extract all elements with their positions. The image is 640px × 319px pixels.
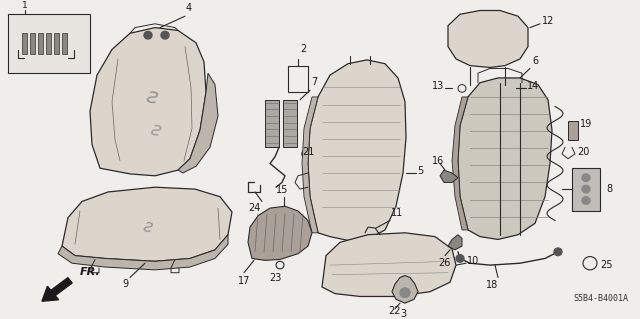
- Text: 6: 6: [532, 56, 538, 66]
- Text: 3: 3: [400, 309, 406, 319]
- Polygon shape: [30, 33, 35, 54]
- Text: 9: 9: [122, 279, 128, 289]
- Text: 18: 18: [486, 280, 498, 290]
- Polygon shape: [568, 121, 578, 140]
- Text: FR.: FR.: [80, 267, 100, 278]
- Text: 8: 8: [606, 184, 612, 194]
- Polygon shape: [90, 27, 206, 176]
- Text: 12: 12: [542, 16, 554, 26]
- Text: 16: 16: [432, 156, 444, 166]
- Polygon shape: [22, 33, 27, 54]
- Polygon shape: [448, 11, 528, 68]
- Text: 25: 25: [600, 260, 612, 270]
- Polygon shape: [452, 97, 468, 230]
- Circle shape: [400, 288, 410, 297]
- Polygon shape: [392, 276, 418, 303]
- Circle shape: [144, 31, 152, 39]
- Polygon shape: [62, 33, 67, 54]
- Polygon shape: [248, 206, 312, 260]
- Polygon shape: [302, 97, 318, 233]
- Text: 10: 10: [467, 256, 479, 266]
- Circle shape: [161, 31, 169, 39]
- Circle shape: [456, 255, 464, 262]
- Circle shape: [582, 185, 590, 193]
- Circle shape: [582, 197, 590, 204]
- Polygon shape: [308, 60, 406, 241]
- Polygon shape: [54, 33, 59, 54]
- Text: 26: 26: [438, 257, 451, 268]
- Bar: [8, 14, 90, 73]
- Polygon shape: [322, 233, 456, 296]
- Text: 20: 20: [577, 147, 589, 157]
- Text: 19: 19: [580, 119, 592, 129]
- Polygon shape: [178, 73, 218, 173]
- Polygon shape: [440, 170, 458, 182]
- Polygon shape: [38, 33, 43, 54]
- Text: ƨ: ƨ: [148, 120, 163, 141]
- FancyArrow shape: [42, 278, 72, 301]
- Text: S5B4-B4001A: S5B4-B4001A: [573, 294, 628, 303]
- Polygon shape: [62, 187, 232, 261]
- Text: 14: 14: [527, 81, 540, 92]
- Text: 23: 23: [269, 273, 281, 283]
- Text: ƨ: ƨ: [145, 86, 159, 108]
- Circle shape: [554, 248, 562, 256]
- Text: 7: 7: [311, 78, 317, 87]
- Circle shape: [302, 149, 312, 159]
- Polygon shape: [572, 168, 600, 211]
- Text: 21: 21: [302, 147, 314, 157]
- Text: ƨ: ƨ: [142, 218, 154, 237]
- Text: 1: 1: [22, 1, 28, 10]
- Text: 13: 13: [432, 81, 444, 92]
- Circle shape: [582, 174, 590, 182]
- Text: 17: 17: [238, 276, 250, 286]
- Polygon shape: [283, 100, 297, 147]
- Polygon shape: [265, 100, 279, 147]
- Text: 24: 24: [248, 203, 260, 213]
- Text: 2: 2: [300, 44, 307, 54]
- Text: 22: 22: [388, 306, 401, 316]
- Text: 4: 4: [186, 3, 192, 13]
- Polygon shape: [46, 33, 51, 54]
- Text: 15: 15: [276, 185, 288, 195]
- Polygon shape: [448, 235, 462, 250]
- Polygon shape: [58, 235, 228, 270]
- Polygon shape: [458, 78, 552, 240]
- Text: 11: 11: [391, 208, 403, 218]
- Text: 5: 5: [417, 166, 423, 176]
